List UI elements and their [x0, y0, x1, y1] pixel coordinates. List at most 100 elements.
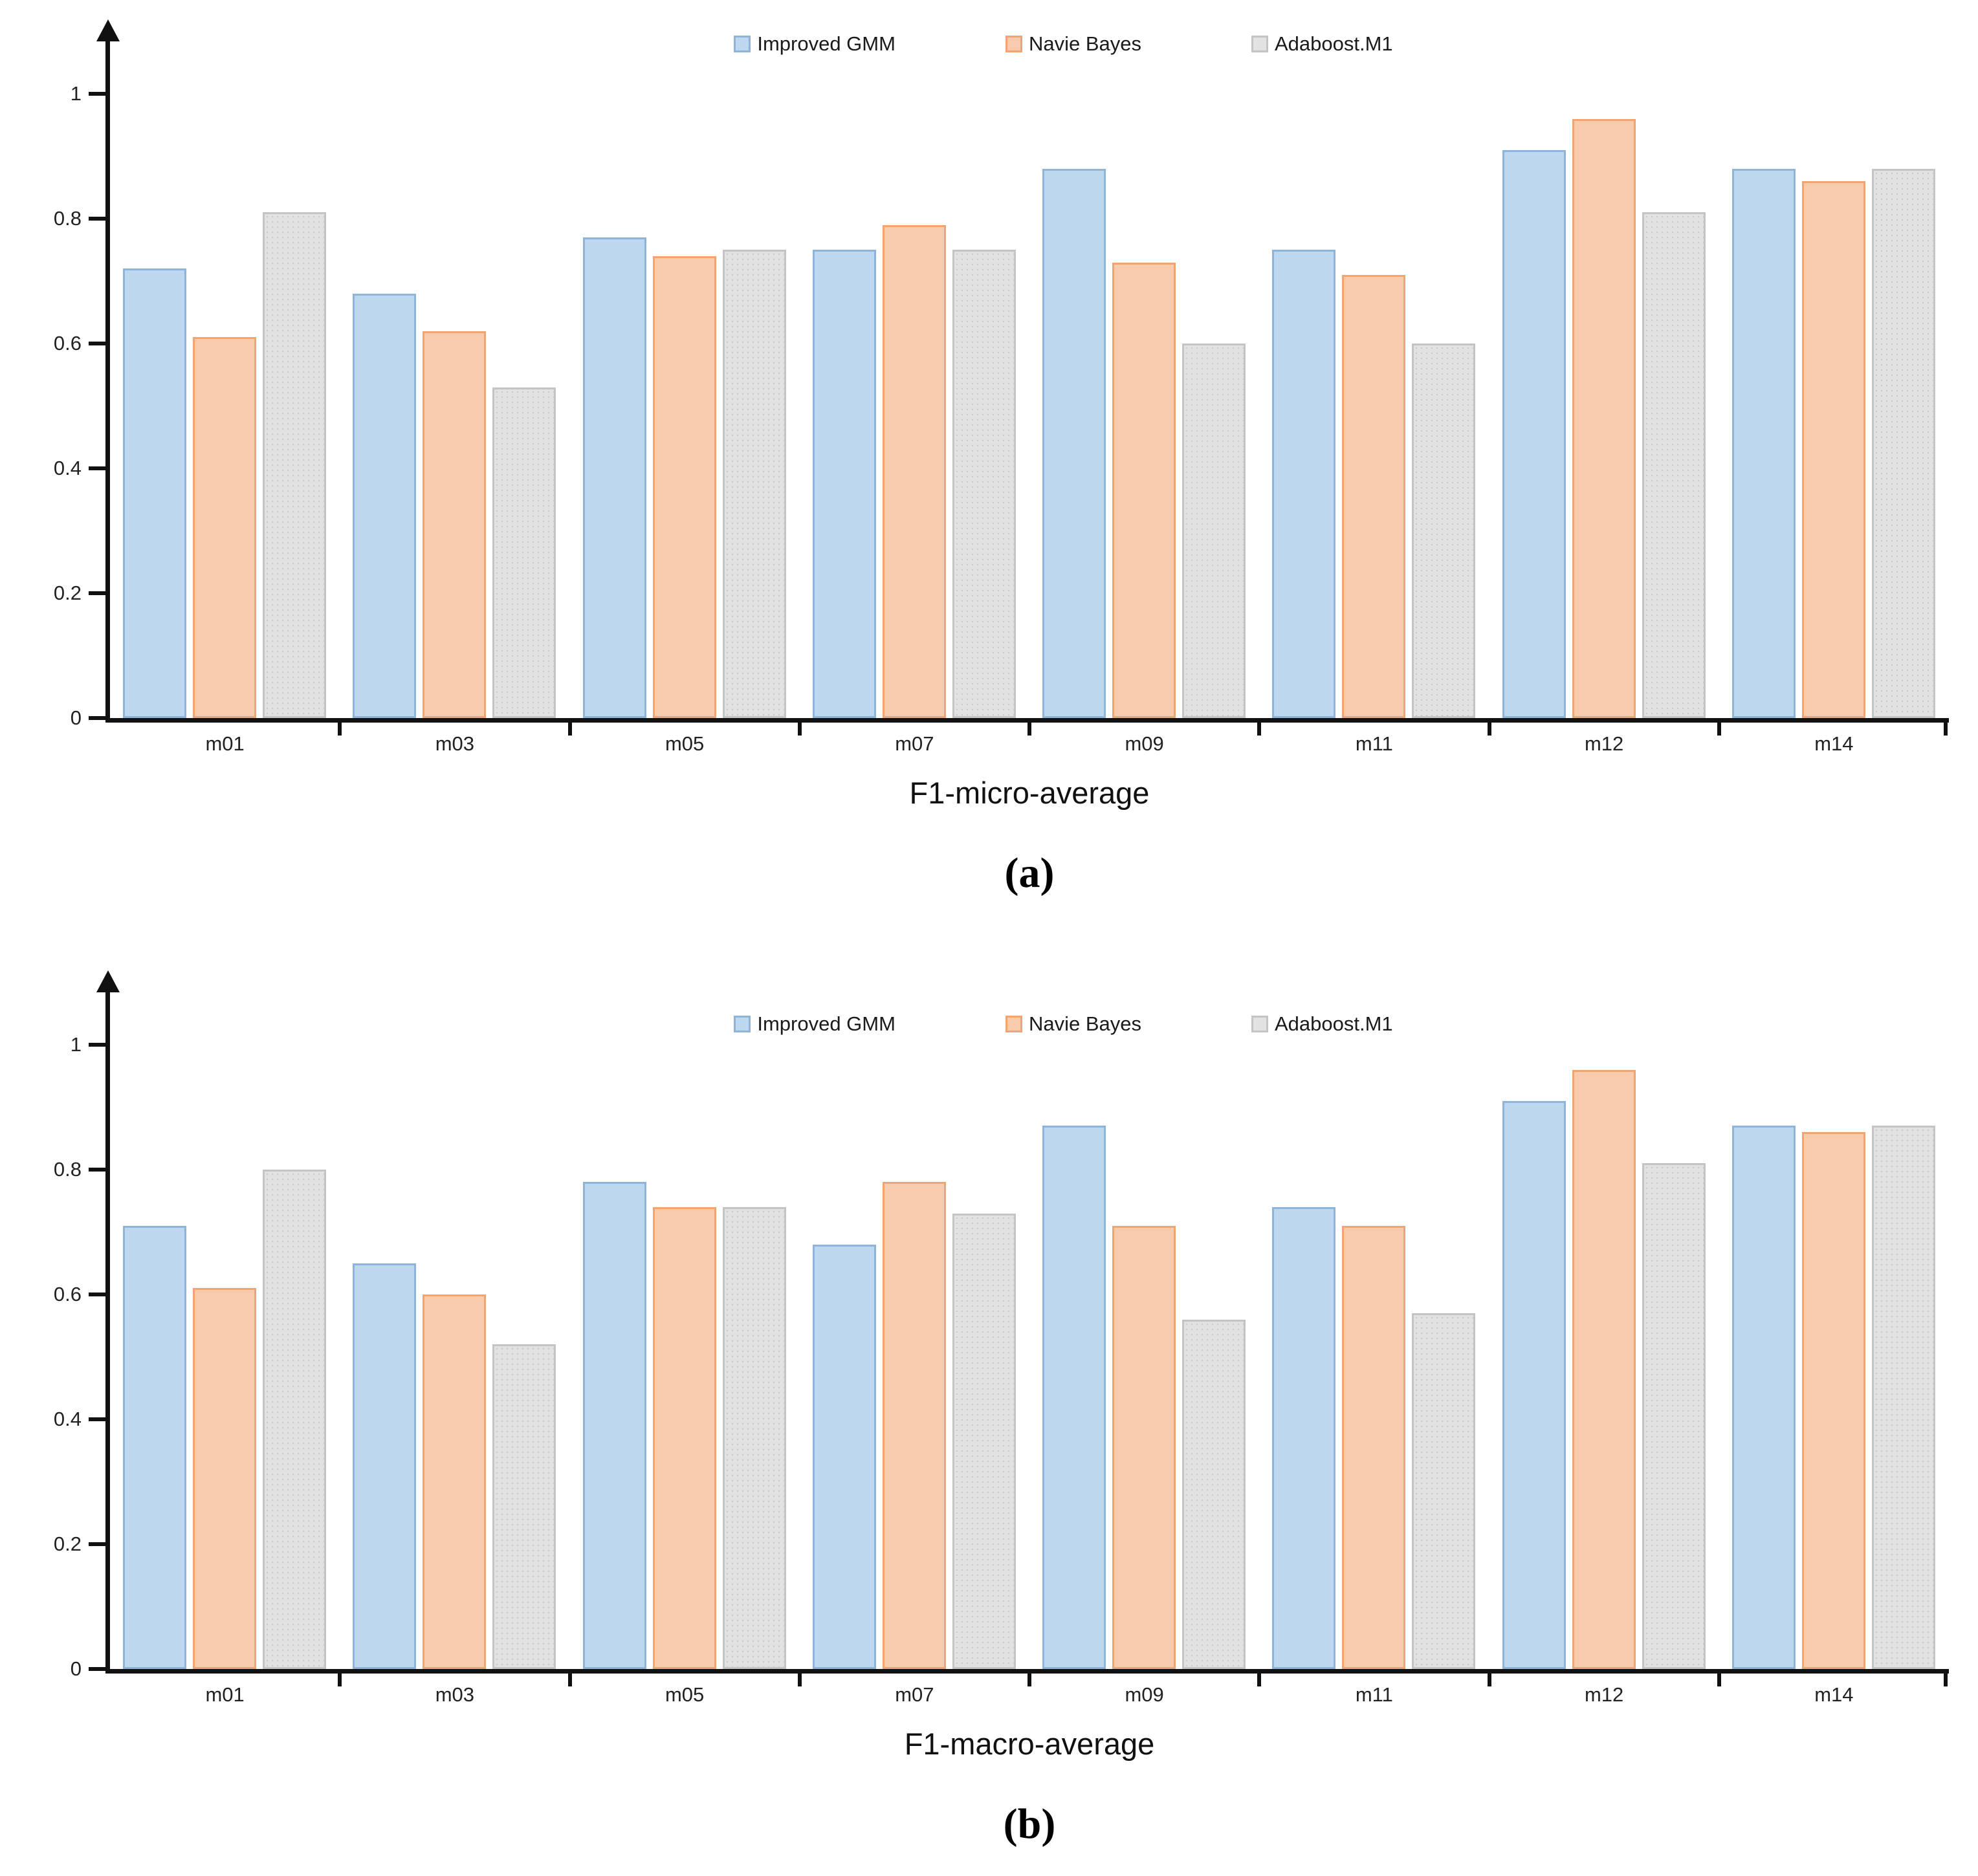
bar-navie-bayes-m14 [1801, 181, 1865, 718]
bar-adaboost-m1-m03 [492, 387, 556, 718]
y-tick-label: 0.2 [53, 582, 82, 604]
y-tick [89, 217, 106, 221]
category-label: m01 [205, 732, 245, 755]
category-label: m03 [435, 1683, 475, 1706]
bar-improved-gmm-m14 [1731, 1126, 1796, 1669]
category-label: m11 [1355, 732, 1393, 755]
x-tick [1487, 1669, 1491, 1686]
bar-improved-gmm-m07 [812, 1245, 876, 1669]
legend-item-navie-bayes: Navie Bayes [1005, 32, 1141, 56]
y-tick-label: 1 [70, 82, 82, 105]
category-label: m05 [665, 1683, 705, 1706]
category-label: m12 [1584, 732, 1624, 755]
bar-navie-bayes-m07 [882, 225, 946, 718]
bar-improved-gmm-m05 [582, 237, 646, 718]
x-tick [1257, 718, 1262, 736]
y-axis-arrow-icon [96, 970, 120, 992]
bar-adaboost-m1-m14 [1871, 1126, 1935, 1669]
y-tick-label: 0.6 [53, 332, 82, 354]
y-tick-label: 0 [70, 706, 82, 729]
bar-adaboost-m1-m03 [492, 1344, 556, 1669]
x-tick [797, 718, 802, 736]
x-tick [338, 1669, 342, 1686]
legend-marker-adaboost-m1-icon [1251, 1016, 1268, 1032]
bar-adaboost-m1-m05 [722, 1207, 786, 1669]
legend-marker-adaboost-m1-icon [1251, 36, 1268, 52]
legend-label-navie-bayes: Navie Bayes [1028, 32, 1141, 55]
bar-adaboost-m1-m09 [1182, 1320, 1246, 1669]
bar-navie-bayes-m12 [1572, 119, 1636, 718]
category-label: m14 [1814, 732, 1854, 755]
plot-area: 0 0.2 0.4 0.6 0.8 1 m01 m03 m05 m07 m09 m11 m12 m14 [0, 0, 1978, 925]
legend: Improved GMM Navie Bayes Adaboost.M1 [74, 32, 1978, 56]
bar-adaboost-m1-m05 [722, 250, 786, 718]
bar-improved-gmm-m14 [1731, 169, 1796, 718]
y-tick-label: 0.4 [53, 457, 82, 479]
category-label: m05 [665, 732, 705, 755]
bar-adaboost-m1-m11 [1412, 1313, 1476, 1669]
y-tick [89, 342, 106, 345]
y-tick [89, 591, 106, 595]
legend-item-adaboost-m1: Adaboost.M1 [1251, 1012, 1393, 1036]
bar-adaboost-m1-m01 [263, 212, 326, 718]
bar-navie-bayes-m03 [423, 331, 487, 718]
y-tick-label: 1 [70, 1033, 82, 1056]
legend-item-improved-gmm: Improved GMM [734, 32, 896, 56]
x-tick [797, 1669, 802, 1686]
x-tick [1717, 718, 1721, 736]
y-tick [89, 1417, 106, 1421]
bar-improved-gmm-m11 [1272, 1207, 1336, 1669]
bar-navie-bayes-m05 [652, 256, 716, 718]
x-tick [1717, 1669, 1721, 1686]
bar-adaboost-m1-m07 [952, 1214, 1016, 1669]
category-label: m11 [1355, 1683, 1393, 1706]
y-tick-label: 0.4 [53, 1408, 82, 1430]
category-label: m01 [205, 1683, 245, 1706]
x-tick [567, 1669, 572, 1686]
legend-label-navie-bayes: Navie Bayes [1028, 1012, 1141, 1035]
bar-navie-bayes-m09 [1112, 1226, 1176, 1669]
panel-label-a: (a) [1004, 849, 1055, 897]
bar-improved-gmm-m12 [1502, 150, 1566, 718]
legend-label-improved-gmm: Improved GMM [757, 32, 896, 55]
y-tick-label: 0.6 [53, 1283, 82, 1305]
bar-adaboost-m1-m14 [1871, 169, 1935, 718]
legend-item-navie-bayes: Navie Bayes [1005, 1012, 1141, 1036]
bar-adaboost-m1-m12 [1642, 212, 1706, 718]
x-tick [1944, 1669, 1948, 1686]
x-tick [1487, 718, 1491, 736]
bar-navie-bayes-m14 [1801, 1132, 1865, 1669]
bar-navie-bayes-m11 [1342, 1226, 1406, 1669]
bar-adaboost-m1-m09 [1182, 344, 1246, 718]
bar-improved-gmm-m11 [1272, 250, 1336, 718]
bar-improved-gmm-m09 [1042, 1126, 1106, 1669]
bar-navie-bayes-m07 [882, 1182, 946, 1669]
y-tick-label: 0.8 [53, 1158, 82, 1181]
x-tick [1027, 718, 1031, 736]
y-axis [105, 990, 110, 1674]
y-tick [89, 1292, 106, 1296]
y-tick [89, 716, 106, 720]
x-tick [1944, 718, 1948, 736]
bar-navie-bayes-m05 [652, 1207, 716, 1669]
x-axis-title: F1-macro-average [904, 1727, 1155, 1761]
legend-label-adaboost-m1: Adaboost.M1 [1274, 32, 1393, 55]
y-tick [89, 466, 106, 470]
x-tick [1027, 1669, 1031, 1686]
category-label: m07 [895, 1683, 934, 1706]
category-label: m09 [1125, 1683, 1164, 1706]
bar-improved-gmm-m03 [353, 294, 417, 718]
bar-improved-gmm-m01 [123, 1226, 186, 1669]
y-tick [89, 1542, 106, 1546]
bar-adaboost-m1-m11 [1412, 344, 1476, 718]
bar-navie-bayes-m11 [1342, 275, 1406, 718]
y-tick-label: 0.8 [53, 207, 82, 230]
x-tick [338, 718, 342, 736]
category-label: m14 [1814, 1683, 1854, 1706]
bar-improved-gmm-m01 [123, 268, 186, 718]
chart-f1-micro-average: Improved GMM Navie Bayes Adaboost.M1 0 0.… [0, 0, 1978, 925]
y-tick [89, 1667, 106, 1671]
bar-improved-gmm-m09 [1042, 169, 1106, 718]
legend-marker-navie-bayes-icon [1005, 36, 1022, 52]
